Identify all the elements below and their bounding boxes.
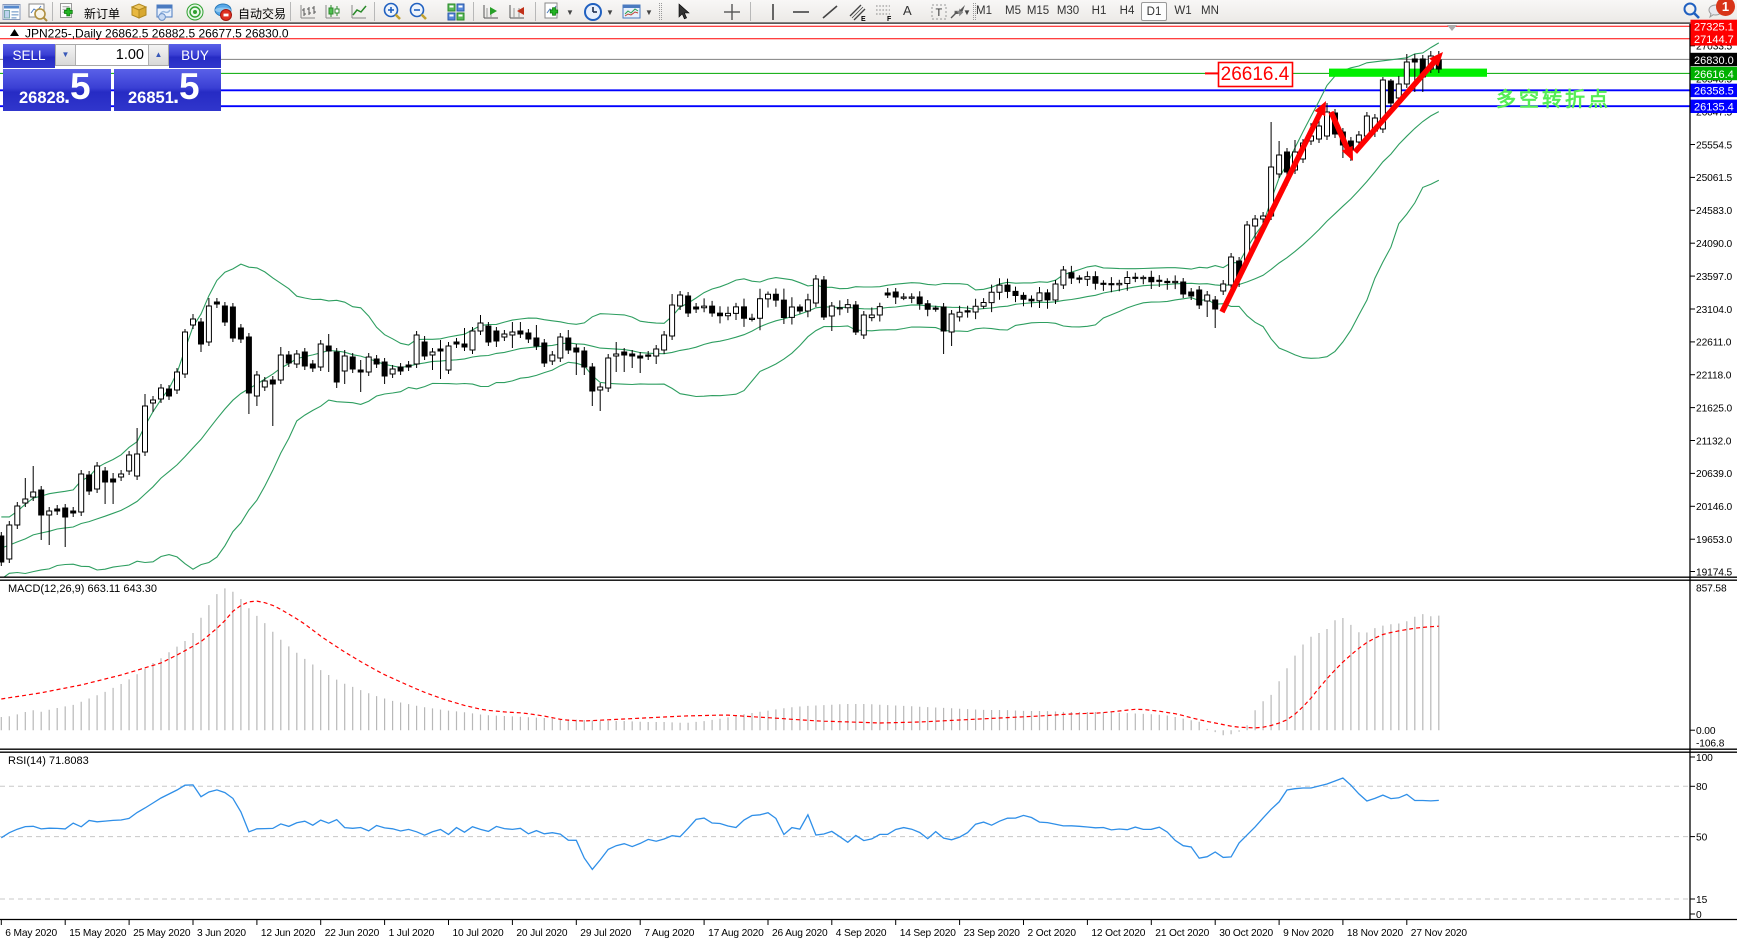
svg-text:50: 50	[1696, 832, 1708, 843]
svg-text:20639.0: 20639.0	[1696, 469, 1733, 480]
svg-text:26616.4: 26616.4	[1221, 64, 1290, 85]
svg-text:21625.0: 21625.0	[1696, 403, 1733, 414]
svg-text:4 Sep 2020: 4 Sep 2020	[836, 928, 887, 939]
svg-text:22611.0: 22611.0	[1696, 338, 1732, 349]
svg-text:27325.1: 27325.1	[1694, 22, 1734, 34]
svg-text:F: F	[887, 16, 892, 22]
svg-text:26358.5: 26358.5	[1694, 86, 1734, 98]
svg-text:26135.4: 26135.4	[1694, 102, 1734, 114]
svg-text:24583.0: 24583.0	[1696, 206, 1733, 217]
svg-text:E: E	[861, 16, 866, 22]
svg-text:MACD(12,26,9) 663.11 643.30: MACD(12,26,9) 663.11 643.30	[8, 583, 157, 595]
svg-text:多空转折点: 多空转折点	[1496, 87, 1611, 111]
svg-text:25 May 2020: 25 May 2020	[133, 928, 191, 939]
svg-text:3 Jun 2020: 3 Jun 2020	[197, 928, 246, 939]
svg-text:26830.0: 26830.0	[1694, 55, 1734, 67]
svg-text:20146.0: 20146.0	[1696, 502, 1733, 513]
svg-text:80: 80	[1696, 782, 1708, 793]
svg-text:26 Aug 2020: 26 Aug 2020	[772, 928, 828, 939]
svg-text:29 Jul 2020: 29 Jul 2020	[580, 928, 632, 939]
svg-text:0.00: 0.00	[1696, 726, 1716, 737]
svg-text:1 Jul 2020: 1 Jul 2020	[389, 928, 435, 939]
svg-text:23 Sep 2020: 23 Sep 2020	[964, 928, 1021, 939]
svg-text:9 Nov 2020: 9 Nov 2020	[1283, 928, 1334, 939]
svg-text:26616.4: 26616.4	[1694, 69, 1734, 81]
svg-text:0: 0	[1696, 910, 1702, 921]
svg-text:21 Oct 2020: 21 Oct 2020	[1155, 928, 1209, 939]
svg-text:15 May 2020: 15 May 2020	[69, 928, 127, 939]
svg-text:25061.5: 25061.5	[1696, 173, 1733, 184]
svg-text:30 Oct 2020: 30 Oct 2020	[1219, 928, 1273, 939]
svg-text:27144.7: 27144.7	[1694, 34, 1734, 46]
svg-text:21132.0: 21132.0	[1696, 436, 1732, 447]
svg-text:100: 100	[1696, 753, 1713, 764]
svg-text:14 Sep 2020: 14 Sep 2020	[900, 928, 957, 939]
svg-text:JPN225-,Daily 26862.5 26882.5: JPN225-,Daily 26862.5 26882.5 26677.5 26…	[25, 27, 289, 41]
svg-text:15: 15	[1696, 895, 1708, 906]
svg-text:6 May 2020: 6 May 2020	[5, 928, 57, 939]
svg-text:27033.5: 27033.5	[1696, 42, 1733, 53]
svg-text:22 Jun 2020: 22 Jun 2020	[325, 928, 380, 939]
svg-text:19174.5: 19174.5	[1696, 567, 1733, 578]
svg-text:17 Aug 2020: 17 Aug 2020	[708, 928, 764, 939]
svg-text:7 Aug 2020: 7 Aug 2020	[644, 928, 695, 939]
svg-text:18 Nov 2020: 18 Nov 2020	[1347, 928, 1404, 939]
svg-text:23597.0: 23597.0	[1696, 272, 1733, 283]
svg-text:27 Nov 2020: 27 Nov 2020	[1411, 928, 1468, 939]
svg-text:20 Jul 2020: 20 Jul 2020	[516, 928, 568, 939]
svg-text:12 Oct 2020: 12 Oct 2020	[1091, 928, 1145, 939]
svg-text:24090.0: 24090.0	[1696, 239, 1733, 250]
svg-text:23104.0: 23104.0	[1696, 305, 1733, 316]
svg-text:10 Jul 2020: 10 Jul 2020	[453, 928, 505, 939]
svg-text:RSI(14) 71.8083: RSI(14) 71.8083	[8, 755, 89, 767]
svg-text:25554.5: 25554.5	[1696, 140, 1733, 151]
svg-text:857.58: 857.58	[1696, 583, 1727, 594]
svg-text:22118.0: 22118.0	[1696, 371, 1732, 382]
svg-text:T: T	[936, 7, 943, 19]
svg-text:2 Oct 2020: 2 Oct 2020	[1028, 928, 1077, 939]
svg-text:19653.0: 19653.0	[1696, 535, 1733, 546]
svg-text:12 Jun 2020: 12 Jun 2020	[261, 928, 316, 939]
svg-text:-106.8: -106.8	[1696, 739, 1725, 750]
